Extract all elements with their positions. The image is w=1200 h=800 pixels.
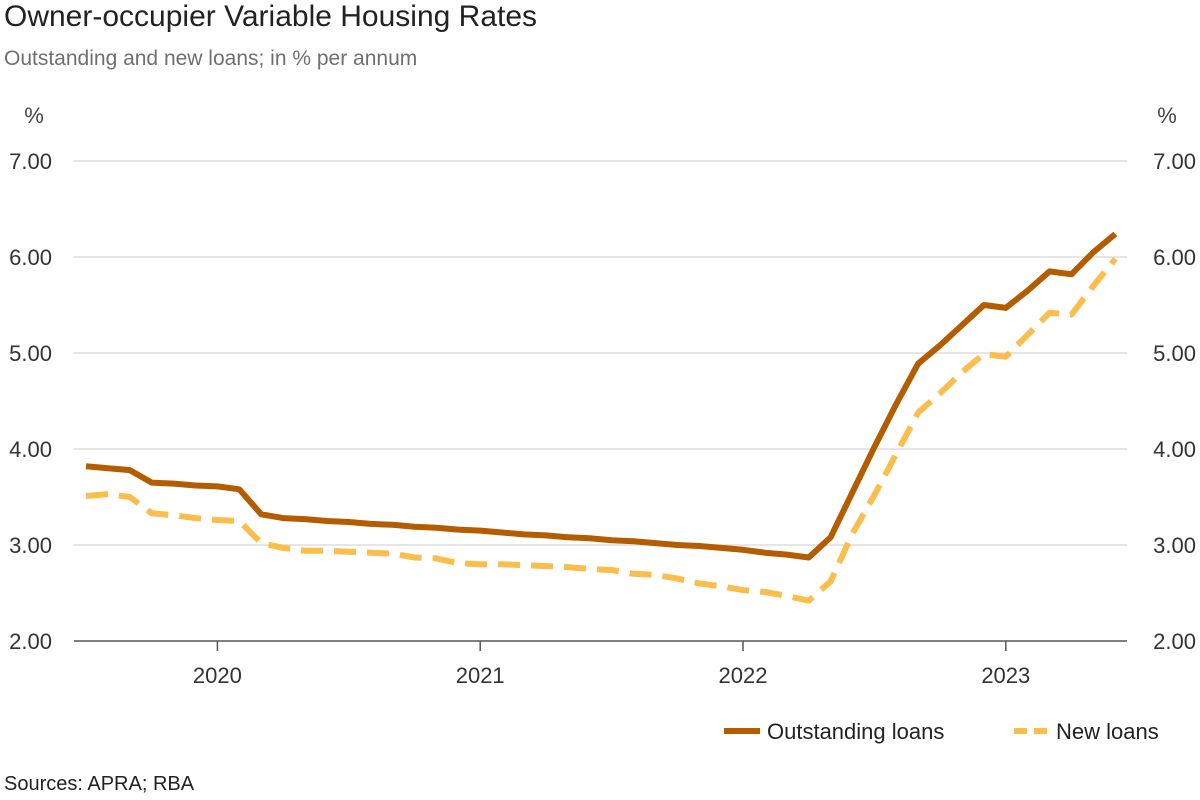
legend-label-new: New loans — [1056, 719, 1159, 744]
x-axis-ticks: 2020 2021 2022 2023 — [193, 641, 1030, 688]
x-tick-label: 2022 — [719, 663, 768, 688]
series-line-outstanding — [85, 231, 1118, 561]
legend: Outstanding loans New loans — [724, 719, 1159, 744]
series-line-new — [85, 257, 1118, 604]
y-tick-label-right: 6.00 — [1153, 245, 1196, 270]
y-tick-label-left: 7.00 — [9, 149, 52, 174]
legend-label-outstanding: Outstanding loans — [767, 719, 944, 744]
chart-subtitle: Outstanding and new loans; in % per annu… — [4, 47, 418, 70]
y-tick-label-right: 2.00 — [1153, 629, 1196, 654]
series-lines — [85, 231, 1118, 604]
chart-title: Owner-occupier Variable Housing Rates — [4, 0, 538, 33]
y-tick-label-left: 4.00 — [9, 437, 52, 462]
y-tick-label-right: 4.00 — [1153, 437, 1196, 462]
y-axis-left-ticks: 7.00 6.00 5.00 4.00 3.00 2.00 — [9, 149, 52, 654]
y-axis-right-unit: % — [1157, 103, 1177, 128]
y-tick-label-right: 5.00 — [1153, 341, 1196, 366]
gridlines — [74, 160, 1127, 546]
y-tick-label-right: 7.00 — [1153, 149, 1196, 174]
x-tick-label: 2020 — [193, 663, 242, 688]
y-axis-left-unit: % — [24, 103, 44, 128]
y-tick-label-left: 5.00 — [9, 341, 52, 366]
y-tick-label-left: 2.00 — [9, 629, 52, 654]
y-tick-label-left: 6.00 — [9, 245, 52, 270]
x-tick-label: 2023 — [981, 663, 1030, 688]
source-note: Sources: APRA; RBA — [4, 773, 195, 795]
y-tick-label-right: 3.00 — [1153, 533, 1196, 558]
y-axis-right-ticks: 7.00 6.00 5.00 4.00 3.00 2.00 — [1153, 149, 1196, 654]
x-tick-label: 2021 — [456, 663, 505, 688]
y-tick-label-left: 3.00 — [9, 533, 52, 558]
